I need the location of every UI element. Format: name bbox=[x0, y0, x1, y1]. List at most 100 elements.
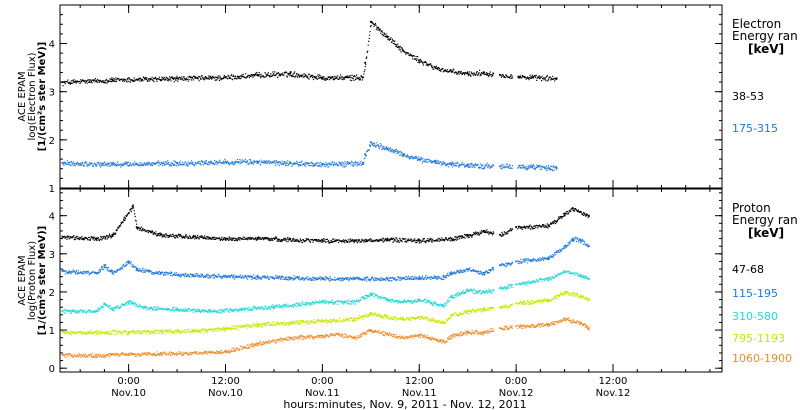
data-point bbox=[192, 235, 195, 238]
data-point bbox=[369, 20, 372, 23]
scatter-310-580 bbox=[62, 270, 590, 315]
data-point bbox=[466, 72, 469, 75]
data-point bbox=[111, 271, 114, 274]
series-38-53 bbox=[61, 20, 558, 87]
electron-legend-title: Electron bbox=[732, 17, 781, 31]
data-point bbox=[515, 226, 518, 229]
data-point bbox=[466, 331, 469, 333]
y-tick-label: 2 bbox=[49, 288, 55, 299]
x-tick-time-label: 12:00 bbox=[211, 376, 240, 387]
x-tick-date-label: Nov.11 bbox=[402, 388, 437, 399]
data-point bbox=[450, 271, 453, 274]
x-tick-time-label: 0:00 bbox=[505, 376, 527, 387]
y-axis-label-line: ACE EPAM bbox=[17, 71, 28, 121]
data-point bbox=[515, 302, 518, 305]
y-axis-label-line: [1/(cm²s ster MeV)] bbox=[37, 42, 48, 151]
data-point bbox=[386, 147, 388, 150]
series-795-1193 bbox=[61, 290, 590, 336]
y-tick-label: 0 bbox=[49, 364, 55, 375]
data-point bbox=[353, 239, 356, 242]
proton-frame bbox=[59, 188, 723, 373]
y-tick-label: 2 bbox=[49, 136, 55, 147]
data-point bbox=[515, 283, 518, 286]
data-point bbox=[192, 329, 195, 332]
y-axis-label-line: log(Proton Flux) bbox=[27, 241, 38, 320]
y-tick-label: 4 bbox=[49, 40, 55, 51]
data-point bbox=[61, 81, 64, 83]
scatter-175-315 bbox=[62, 141, 558, 172]
data-point bbox=[450, 334, 453, 337]
data-point bbox=[418, 276, 421, 279]
data-point bbox=[369, 329, 372, 331]
x-tick-time-label: 12:00 bbox=[599, 376, 628, 387]
proton-legend-title: Proton bbox=[732, 201, 771, 215]
data-point bbox=[466, 163, 469, 166]
data-point bbox=[482, 291, 485, 293]
data-point bbox=[127, 300, 130, 303]
data-point bbox=[103, 264, 106, 267]
data-point bbox=[587, 327, 590, 330]
data-point bbox=[450, 70, 453, 73]
legend-entry-795-1193: 795-1193 bbox=[732, 332, 785, 345]
x-tick-time-label: 0:00 bbox=[311, 376, 333, 387]
legend-unit: [keV] bbox=[748, 42, 784, 56]
series-115-195 bbox=[61, 236, 590, 282]
series-1060-1900 bbox=[61, 317, 590, 359]
data-point bbox=[95, 353, 98, 356]
legend-entry-1060-1900: 1060-1900 bbox=[732, 352, 792, 365]
series-310-580 bbox=[61, 270, 590, 315]
data-point bbox=[571, 237, 574, 240]
legend-unit: [keV] bbox=[748, 226, 784, 240]
data-point bbox=[555, 166, 558, 169]
data-point bbox=[442, 304, 445, 307]
data-point bbox=[450, 294, 453, 297]
legend-entry-115-195: 115-195 bbox=[732, 287, 778, 300]
data-point bbox=[563, 245, 566, 248]
legend-energy-range: Energy ran bbox=[732, 29, 798, 43]
x-tick-date-label: Nov.10 bbox=[111, 388, 146, 399]
data-point bbox=[466, 310, 469, 312]
data-point bbox=[289, 321, 291, 324]
y-tick-label: 1 bbox=[49, 184, 55, 195]
data-point bbox=[499, 233, 501, 236]
electron-y-label: ACE EPAM log(Electron Flux) [1/(cm²s ster … bbox=[17, 42, 48, 151]
data-point bbox=[579, 294, 582, 297]
data-point bbox=[418, 298, 421, 301]
data-point bbox=[418, 239, 421, 241]
scatter-795-1193 bbox=[62, 290, 590, 336]
legend-entry-47-68: 47-68 bbox=[732, 263, 764, 276]
data-point bbox=[135, 268, 138, 270]
data-point bbox=[563, 291, 566, 293]
data-point bbox=[547, 277, 550, 280]
legend-entry-38-53: 38-53 bbox=[732, 90, 764, 103]
y-axis-label-line: ACE EPAM bbox=[17, 255, 28, 305]
data-point bbox=[127, 331, 130, 333]
data-point bbox=[224, 350, 227, 352]
scatter-47-68 bbox=[62, 204, 590, 244]
data-point bbox=[364, 61, 367, 64]
legend-energy-range: Energy ran bbox=[732, 213, 798, 227]
data-point bbox=[127, 260, 130, 263]
y-axis-label-line: [1/(cm²s ster MeV)] bbox=[37, 226, 48, 335]
proton-y-label: ACE EPAM log(Proton Flux) [1/(cm²s ster Me… bbox=[17, 226, 48, 335]
data-point bbox=[256, 236, 259, 239]
x-tick-date-label: Nov.12 bbox=[596, 388, 631, 399]
data-point bbox=[434, 160, 437, 163]
legend-entry-175-315: 175-315 bbox=[732, 122, 778, 135]
data-point bbox=[289, 72, 291, 75]
legend-entry-310-580: 310-580 bbox=[732, 310, 778, 323]
x-tick-time-label: 0:00 bbox=[117, 376, 139, 387]
data-point bbox=[176, 308, 178, 310]
data-point bbox=[361, 162, 364, 164]
data-point bbox=[547, 298, 550, 301]
x-axis-label: hours:minutes, Nov. 9, 2011 - Nov. 12, 2… bbox=[283, 398, 526, 410]
data-point bbox=[450, 163, 453, 165]
scatter-1060-1900 bbox=[62, 317, 590, 359]
y-tick-label: 3 bbox=[49, 250, 55, 261]
data-point bbox=[499, 264, 501, 267]
data-point bbox=[563, 212, 566, 215]
y-tick-label: 3 bbox=[49, 88, 55, 99]
data-point bbox=[386, 238, 388, 241]
x-tick-date-label: Nov.10 bbox=[208, 388, 243, 399]
